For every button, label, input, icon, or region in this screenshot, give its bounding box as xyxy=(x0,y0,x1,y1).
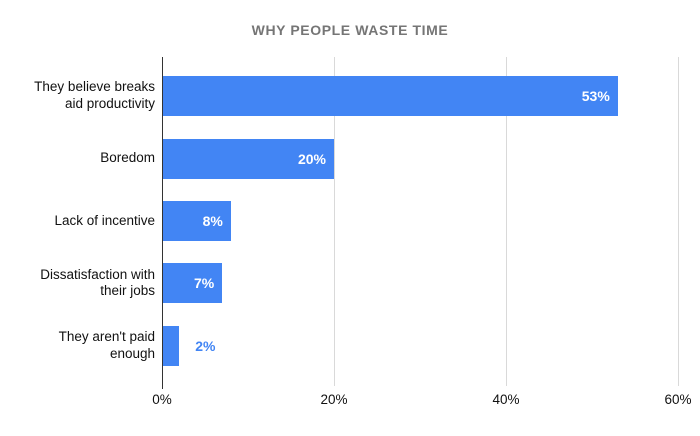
gridline xyxy=(678,57,679,386)
bar-row: 7% xyxy=(162,252,678,314)
category-axis: They believe breaks aid productivity Bore… xyxy=(0,65,155,377)
bars-container: 53% 20% 8% 7% 2% xyxy=(162,65,678,377)
category-label: Lack of incentive xyxy=(54,212,155,228)
x-tick-label: 20% xyxy=(320,392,348,407)
x-tick-label: 40% xyxy=(492,392,520,407)
gridline xyxy=(334,57,335,386)
y-axis-line xyxy=(162,57,163,389)
bar-value-label: 2% xyxy=(195,337,216,354)
bar: 8% xyxy=(162,201,231,242)
bar: 53% xyxy=(162,76,618,117)
bar-value-label: 20% xyxy=(297,150,326,167)
x-axis: 0% 20% 40% 60% xyxy=(152,392,691,408)
bar xyxy=(162,325,180,366)
x-tick-label: 60% xyxy=(664,392,692,407)
bar-row: 20% xyxy=(162,127,678,189)
bar-value-label: 7% xyxy=(193,275,215,292)
category-label: Dissatisfaction with their jobs xyxy=(40,266,155,299)
category-label: Boredom xyxy=(100,150,155,166)
category-label: They aren't paid enough xyxy=(58,328,155,361)
bar: 7% xyxy=(162,263,223,304)
bar-value-label: 53% xyxy=(581,88,610,105)
gridline xyxy=(506,57,507,386)
category-label: They believe breaks aid productivity xyxy=(34,79,155,112)
bar-row: 2% xyxy=(162,315,678,377)
chart-title: WHY PEOPLE WASTE TIME xyxy=(251,22,449,38)
x-tick-label: 0% xyxy=(152,392,172,407)
bar: 20% xyxy=(162,138,334,179)
plot-area: 53% 20% 8% 7% 2% xyxy=(162,57,679,389)
bar-row: 53% xyxy=(162,65,678,127)
bar-row: 8% xyxy=(162,190,678,252)
bar-value-label: 8% xyxy=(202,213,223,230)
